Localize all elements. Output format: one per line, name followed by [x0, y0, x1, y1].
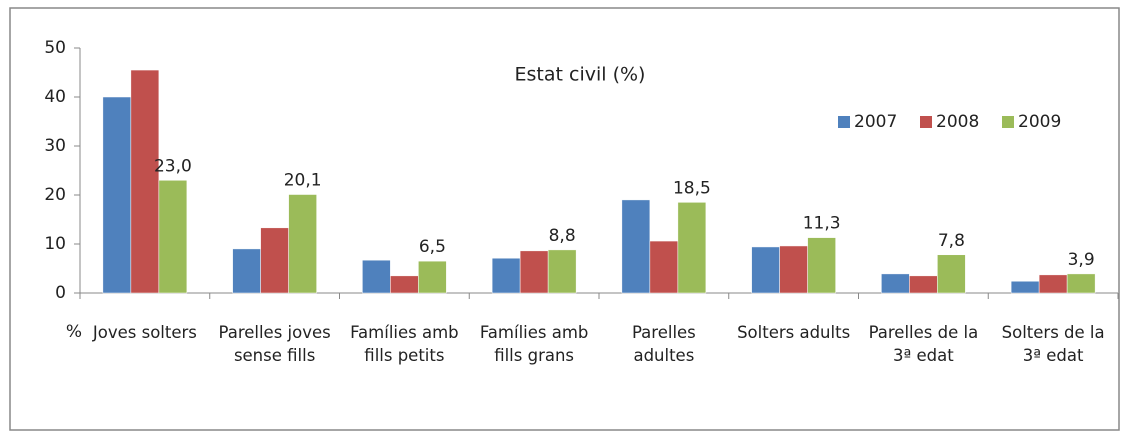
bar — [158, 180, 188, 294]
y-tick-label: 20 — [44, 185, 66, 205]
y-tick-label: 10 — [44, 234, 66, 254]
y-tick-label: 0 — [55, 283, 66, 303]
x-tick-label: Parelles de la 3ª edat — [868, 323, 979, 365]
bar — [677, 202, 707, 294]
bar — [491, 257, 521, 294]
bar — [260, 227, 289, 294]
data-label: 8,8 — [549, 226, 576, 246]
bar — [1066, 273, 1096, 294]
legend-label: 2007 — [854, 112, 897, 132]
bar — [649, 240, 679, 294]
chart-border — [9, 7, 1120, 431]
bar — [1010, 280, 1040, 294]
bar — [519, 250, 549, 294]
y-tick-label: 30 — [44, 136, 66, 156]
data-label: 23,0 — [154, 156, 192, 176]
bar — [909, 275, 938, 294]
bar — [362, 259, 391, 294]
legend-label: 2008 — [936, 112, 979, 132]
bar — [288, 194, 317, 294]
x-tick-label: Parelles joves sense fills — [218, 323, 331, 365]
data-label: 7,8 — [938, 231, 965, 251]
bar — [102, 96, 132, 294]
legend-swatch — [838, 116, 850, 128]
data-label: 18,5 — [673, 178, 711, 198]
legend-swatch — [920, 116, 932, 128]
bar — [547, 249, 577, 294]
bar — [779, 245, 808, 294]
y-tick-label: 50 — [44, 38, 66, 58]
bar — [390, 275, 419, 294]
x-tick-label: Famílies amb fills petits — [350, 323, 459, 365]
legend-swatch — [1002, 116, 1014, 128]
bar — [130, 69, 160, 294]
bar — [232, 248, 261, 294]
x-tick-label: Joves solters — [92, 323, 197, 342]
chart-title: Estat civil (%) — [515, 64, 646, 86]
bar — [937, 254, 966, 294]
x-tick-label: Parelles adultes — [631, 323, 696, 365]
y-tick-label: 40 — [44, 87, 66, 107]
bar — [418, 260, 447, 294]
data-label: 3,9 — [1068, 250, 1095, 270]
legend-label: 2009 — [1018, 112, 1061, 132]
data-label: 6,5 — [419, 237, 446, 257]
bar — [807, 237, 836, 294]
bar — [881, 273, 910, 294]
x-tick-label: Famílies amb fills grans — [479, 323, 589, 365]
data-label: 20,1 — [284, 171, 322, 191]
bar — [751, 246, 780, 294]
bar — [1038, 274, 1068, 294]
x-tick-label: Solters adults — [737, 323, 851, 342]
data-label: 11,3 — [803, 214, 841, 234]
x-tick-label: Solters de la 3ª edat — [1001, 323, 1105, 365]
bar — [621, 199, 651, 294]
y-axis-label: % — [66, 322, 82, 342]
